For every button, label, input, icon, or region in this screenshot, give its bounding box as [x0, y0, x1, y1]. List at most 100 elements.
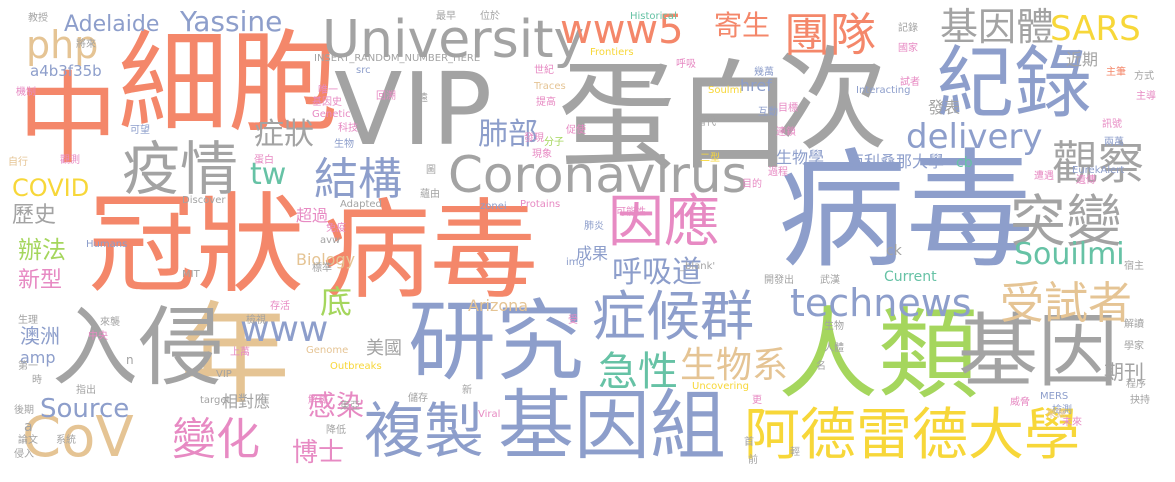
word-cloud-term: 博士	[292, 438, 345, 468]
word-cloud-term: 可望	[130, 125, 150, 136]
word-cloud-term: 程序	[1126, 379, 1146, 390]
word-cloud-term: 遭遇	[1034, 171, 1054, 182]
word-cloud-term: zonei	[480, 201, 507, 212]
word-cloud-term: a4b3f35b	[30, 62, 102, 80]
word-cloud-term: CoV	[22, 405, 134, 470]
word-cloud-term: 連鎖	[776, 127, 796, 138]
word-cloud-term: Humans	[86, 239, 128, 250]
word-cloud-term: 解讀	[1124, 319, 1144, 330]
word-cloud-term: Adapted	[340, 199, 382, 210]
word-cloud-term: 唯一	[318, 85, 338, 96]
word-cloud-term: 宿主	[1124, 261, 1144, 272]
word-cloud-term: 亞利桑那大學	[848, 152, 945, 171]
word-cloud-term: 美國	[366, 338, 402, 359]
word-cloud-term: 機制	[16, 87, 36, 98]
word-cloud-term: 阿德雷德大學	[744, 403, 1080, 468]
word-cloud-term: avw	[320, 235, 341, 246]
word-cloud-term: 期刊	[1104, 360, 1144, 384]
word-cloud-term: 指出	[76, 385, 96, 396]
word-cloud-term: 上萬	[230, 347, 250, 358]
word-cloud-term: 系統	[56, 435, 76, 446]
word-cloud-term: 年	[180, 291, 290, 419]
word-cloud-term: 生理	[18, 315, 38, 326]
word-cloud-term: tw	[250, 157, 287, 192]
word-cloud-term: 新	[462, 385, 472, 396]
word-cloud-term: 檢測	[1052, 405, 1072, 416]
word-cloud-term: 最早	[436, 11, 456, 22]
word-cloud-term: 肺炎	[584, 221, 604, 232]
word-cloud-term: Arizona	[468, 296, 529, 315]
word-cloud-term: delivery	[906, 117, 1043, 157]
word-cloud-term: href	[740, 76, 772, 95]
word-cloud-term: 圖	[426, 165, 436, 176]
word-cloud-term: Interacting	[856, 85, 911, 96]
word-cloud-term: 分子	[544, 137, 564, 148]
word-cloud-term: 自行	[8, 157, 28, 168]
word-cloud-term: 威脅	[1010, 397, 1030, 408]
word-cloud-term: VIP	[216, 369, 232, 380]
word-cloud-term: 人體	[824, 343, 844, 354]
word-cloud-term: 結構	[314, 154, 402, 205]
word-cloud-term: 寄生	[714, 9, 771, 42]
word-cloud-term: 幾萬	[754, 67, 774, 78]
word-cloud-term: 互動	[758, 107, 778, 118]
word-cloud-term: MERS	[1040, 391, 1069, 402]
word-cloud-term: 二型	[700, 153, 720, 164]
word-cloud-term: 將來	[76, 39, 96, 50]
word-cloud-term: 前	[748, 455, 758, 466]
word-cloud-term: 症候群	[592, 285, 754, 348]
word-cloud-term: 歷史	[12, 203, 57, 228]
word-cloud-term: 蛋白	[558, 48, 795, 186]
word-cloud-term: Coronavirus	[448, 146, 748, 204]
word-cloud-term: 相對應	[222, 392, 271, 411]
word-cloud-term: 儲存	[408, 393, 428, 404]
word-cloud-term: University	[322, 10, 585, 70]
word-cloud-term: 方式	[1134, 71, 1154, 82]
word-cloud-term: 國家	[898, 43, 918, 54]
word-cloud-term: 論文	[18, 435, 38, 446]
word-cloud-term: 中央	[88, 331, 108, 342]
word-cloud-term: 觀察	[1052, 136, 1144, 190]
word-cloud-term: Soulmi	[708, 85, 743, 96]
word-cloud-term: _blank'	[680, 261, 716, 272]
word-cloud-term: 變化	[172, 414, 260, 465]
word-cloud-term: Souilmi	[1014, 237, 1125, 272]
word-cloud-term: 東亞	[340, 401, 360, 412]
word-cloud-term: 來源	[1046, 409, 1066, 420]
word-cloud-term: Genetic	[312, 109, 351, 120]
word-cloud-term: Genome	[306, 345, 349, 356]
word-cloud-term: 病毒	[778, 137, 1035, 286]
word-cloud-term: 入侵	[52, 298, 224, 398]
word-cloud-term: INSERT_RANDOM_NUMBER_HERE	[314, 53, 481, 64]
word-cloud-term: 未來	[1062, 417, 1082, 428]
word-cloud-term: 輕	[790, 447, 800, 458]
word-cloud-term: 記錄	[898, 23, 918, 34]
word-cloud-term: 抉持	[1130, 395, 1150, 406]
word-cloud-term: n	[126, 353, 134, 367]
word-cloud-term: 澳洲	[20, 324, 60, 348]
word-cloud-term: 開發出	[764, 275, 794, 286]
word-cloud-term: 受試者	[1000, 278, 1132, 329]
word-cloud-term: 基因體	[940, 5, 1055, 49]
word-cloud-term: COVID	[12, 174, 90, 202]
word-cloud-term: Historical	[630, 11, 677, 22]
word-cloud-term: 細胞	[118, 19, 338, 147]
word-cloud-term: 時	[32, 375, 42, 386]
word-cloud-term: php	[26, 23, 99, 67]
word-cloud-term: Yassine	[180, 5, 283, 38]
word-cloud-term: 因應	[608, 190, 720, 255]
word-cloud-term: src	[356, 65, 371, 76]
word-cloud-term: Frontiers	[590, 47, 634, 58]
word-cloud-term: Viral	[478, 409, 501, 420]
word-cloud-term: 侵入	[14, 449, 34, 460]
word-cloud-term: 試者	[900, 77, 920, 88]
word-cloud-term: 感染	[308, 389, 365, 422]
word-cloud-term: 第一	[18, 361, 38, 372]
word-cloud-term: 更	[752, 395, 762, 406]
word-cloud-term: 兩萬	[1104, 137, 1124, 148]
word-cloud-term: Current	[884, 269, 937, 285]
word-cloud-term: 呼吸道	[612, 255, 702, 290]
word-cloud-term: MIT	[182, 269, 200, 280]
word-cloud-term: 教授	[28, 13, 48, 24]
